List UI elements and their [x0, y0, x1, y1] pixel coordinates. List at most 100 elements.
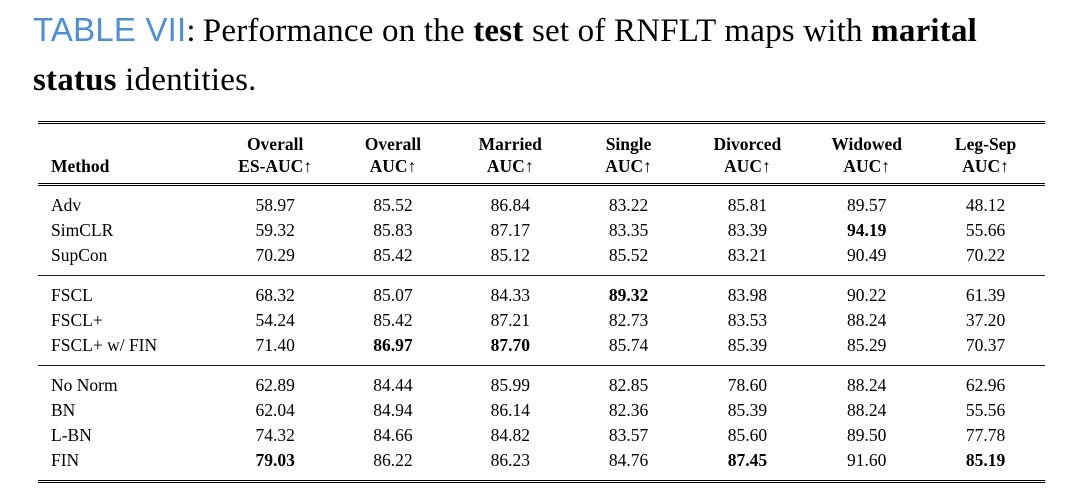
value-cell: 54.24 [255, 309, 295, 330]
column-header: Overall ES-AUC↑ [215, 124, 336, 186]
value-cell: 85.29 [847, 334, 887, 355]
header-line2: ES-AUC↑ [238, 155, 313, 176]
method-cell: FSCL+ w/ FIN [51, 334, 158, 355]
table-row: BN 62.04 84.94 86.14 82.36 85.39 88.24 55.56 [38, 398, 1045, 423]
value-cell: 85.42 [373, 309, 413, 330]
value-cell: 84.82 [490, 425, 530, 446]
value-cell: 83.35 [608, 219, 649, 240]
value-cell: 88.24 [807, 365, 927, 398]
method-cell: SimCLR [51, 219, 114, 240]
header-line1: Widowed [831, 133, 903, 154]
value-cell: 82.36 [608, 400, 649, 421]
table-row: Adv 58.97 85.52 86.84 83.22 85.81 89.57 48.12 [38, 186, 1045, 218]
header-line1: Married [478, 133, 542, 154]
method-cell: BN [51, 400, 76, 421]
value-cell: 85.99 [450, 365, 570, 398]
value-cell: 55.56 [965, 400, 1006, 421]
method-cell: Adv [51, 194, 82, 215]
table-row: FSCL+ 54.24 85.42 87.21 82.73 83.53 88.24 37.20 [38, 307, 1045, 332]
caption-bold-test: test [464, 13, 532, 49]
column-header: Married AUC↑ [450, 124, 570, 186]
value-cell: 62.89 [215, 365, 336, 398]
value-cell: 85.19 [965, 450, 1006, 471]
value-cell: 74.32 [255, 425, 295, 446]
value-cell: 85.60 [727, 425, 768, 446]
value-cell: 84.94 [373, 400, 413, 421]
table-container: Method Overall ES-AUC↑ Overall AUC↑ Married AU… [38, 120, 1045, 484]
value-cell: 88.24 [847, 400, 887, 421]
value-cell: 62.96 [926, 365, 1045, 398]
caption-bold-marital-status: marital status [33, 13, 978, 98]
column-header: Overall AUC↑ [335, 124, 451, 186]
value-cell: 84.66 [373, 425, 413, 446]
header-line2: AUC↑ [369, 155, 417, 176]
method-cell: No Norm [38, 365, 216, 398]
value-cell: 85.52 [373, 194, 413, 215]
caption-colon: : [186, 13, 196, 49]
value-cell: 70.29 [255, 244, 295, 265]
header-line1: Divorced [713, 133, 782, 154]
value-cell: 55.66 [965, 219, 1006, 240]
row-group-2: FSCL 68.32 85.07 84.33 89.32 83.98 90.22 61.39 F… [38, 274, 1045, 365]
column-header: Leg-Sep AUC↑ [926, 124, 1045, 186]
value-cell: 58.97 [255, 194, 295, 215]
value-cell: 89.32 [569, 274, 688, 308]
header-line1: Overall [246, 133, 304, 154]
column-header-method: Method [38, 124, 216, 186]
method-cell: L-BN [51, 425, 92, 446]
value-cell: 83.98 [687, 274, 808, 308]
caption-label: TABLE VII [33, 11, 187, 48]
value-cell: 62.04 [255, 400, 295, 421]
value-cell: 85.52 [608, 244, 649, 265]
value-cell: 89.50 [847, 425, 887, 446]
value-cell: 84.44 [335, 365, 451, 398]
value-cell: 85.81 [727, 194, 768, 215]
header-line2: AUC↑ [724, 155, 771, 176]
table-row: L-BN 74.32 84.66 84.82 83.57 85.60 89.50 77.78 [38, 423, 1045, 448]
table-row: FIN 79.03 86.22 86.23 84.76 87.45 91.60 85.19 [38, 448, 1045, 481]
value-cell: 83.57 [608, 425, 649, 446]
value-cell: 88.24 [847, 309, 887, 330]
header-line2: AUC↑ [605, 155, 652, 176]
caption-text: identities. [125, 61, 257, 98]
method-cell: FIN [51, 450, 80, 471]
value-cell: 94.19 [847, 219, 887, 240]
value-cell: 87.21 [490, 309, 530, 330]
method-cell: FSCL+ [51, 309, 103, 330]
table-row: SupCon 70.29 85.42 85.12 85.52 83.21 90.49 70.2… [38, 242, 1045, 275]
column-header: Divorced AUC↑ [687, 124, 808, 186]
value-cell: 89.57 [847, 194, 887, 215]
value-cell: 85.39 [727, 400, 768, 421]
header-line2: AUC↑ [962, 155, 1009, 176]
header-line2: Method [51, 155, 110, 176]
value-cell: 79.03 [255, 450, 295, 471]
value-cell: 90.49 [847, 244, 887, 265]
header-line2: AUC↑ [486, 155, 534, 176]
value-cell: 82.85 [569, 365, 688, 398]
value-cell: 84.76 [608, 450, 649, 471]
column-header: Widowed AUC↑ [807, 124, 927, 186]
row-group-1: Adv 58.97 85.52 86.84 83.22 85.81 89.57 48.12 Si… [38, 186, 1045, 275]
value-cell: 61.39 [926, 274, 1045, 308]
header-line1: Single [605, 133, 652, 154]
header-line2: AUC↑ [843, 155, 891, 176]
results-table: Method Overall ES-AUC↑ Overall AUC↑ Married AU… [38, 120, 1045, 484]
method-cell: SupCon [51, 244, 108, 265]
caption-text: set of RNFLT maps with [531, 13, 863, 49]
value-cell: 85.42 [373, 244, 413, 265]
value-cell: 83.39 [727, 219, 768, 240]
value-cell: 59.32 [255, 219, 295, 240]
method-cell: FSCL [38, 274, 216, 308]
value-cell: 87.70 [490, 334, 530, 355]
table-row: FSCL+ w/ FIN 71.40 86.97 87.70 85.74 85.39 85.… [38, 332, 1045, 365]
value-cell: 90.22 [807, 274, 927, 308]
header-line1: Overall [364, 133, 422, 154]
table-row: No Norm 62.89 84.44 85.99 82.85 78.60 88.24 62.… [38, 365, 1045, 398]
value-cell: 37.20 [965, 309, 1006, 330]
caption-text: Performance on the [202, 13, 465, 49]
header-row: Method Overall ES-AUC↑ Overall AUC↑ Married AU… [38, 124, 1045, 186]
value-cell: 87.45 [727, 450, 768, 471]
header-line1: Leg-Sep [954, 133, 1017, 154]
value-cell: 85.07 [335, 274, 451, 308]
row-group-3: No Norm 62.89 84.44 85.99 82.85 78.60 88.24 62.… [38, 365, 1045, 480]
